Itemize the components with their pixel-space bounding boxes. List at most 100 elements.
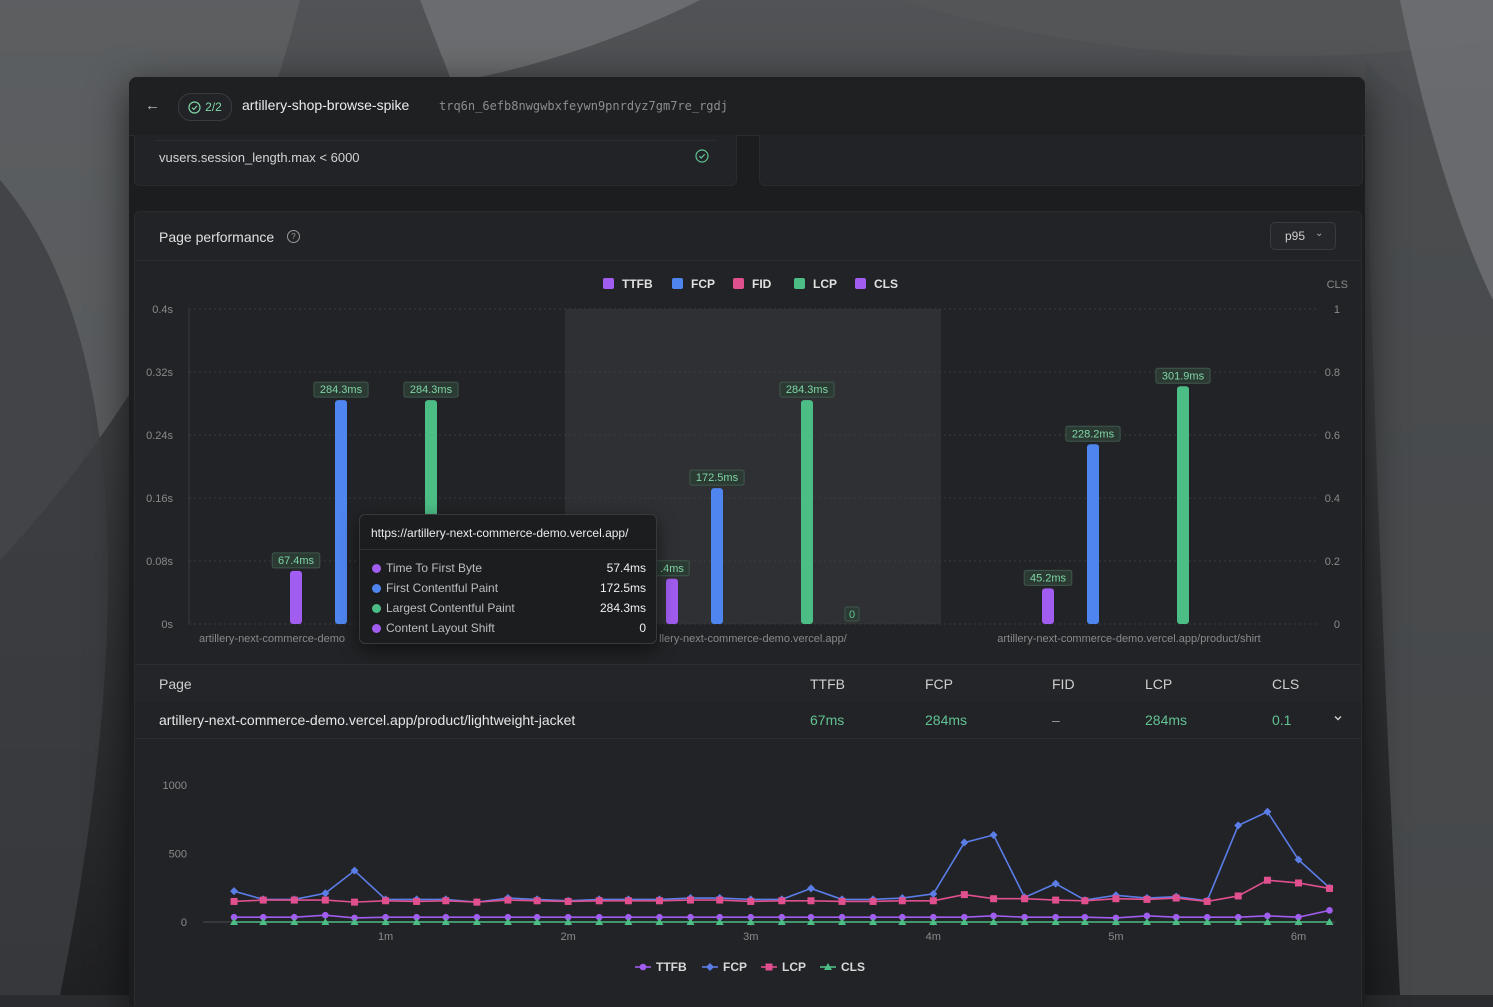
- tooltip-row: Time To First Byte 57.4ms: [371, 561, 646, 577]
- point-ttfb: [1295, 913, 1302, 921]
- data-label-box: [1023, 569, 1073, 586]
- x-tick-label: 3m: [743, 931, 758, 943]
- column-header-fcp[interactable]: FCP: [925, 676, 953, 692]
- point-cls: [290, 918, 299, 925]
- point-ttfb: [564, 913, 572, 921]
- chart-tooltip: https://artillery-next-commerce-demo.ver…: [359, 514, 657, 644]
- empty-card: [759, 135, 1363, 186]
- point-cls: [1111, 918, 1120, 925]
- point-cls: [564, 918, 573, 925]
- legend-marker: [639, 963, 647, 971]
- data-label: 45.2ms: [1030, 572, 1067, 584]
- legend-swatch: [733, 278, 744, 289]
- chevron-down-icon: ⌄: [1315, 228, 1324, 239]
- bar-ttfb: [1042, 588, 1054, 624]
- data-label: 284.3ms: [410, 384, 453, 396]
- y-tick-label: 0s: [161, 619, 173, 631]
- point-cls: [350, 918, 359, 925]
- table-row[interactable]: artillery-next-commerce-demo.vercel.app/…: [135, 702, 1361, 739]
- data-label-box: [779, 381, 835, 398]
- point-fcp: [350, 866, 359, 875]
- point-cls: [655, 918, 664, 925]
- point-cls: [746, 918, 755, 925]
- point-cls: [869, 918, 878, 925]
- column-header-page[interactable]: Page: [159, 676, 192, 692]
- point-cls: [259, 918, 268, 925]
- bar-fcp: [335, 400, 347, 624]
- point-cls: [1234, 918, 1243, 925]
- panel-header: Page performance ? p95 ⌄: [135, 212, 1361, 261]
- point-ttfb: [716, 913, 724, 921]
- point-cls: [1080, 918, 1089, 925]
- threshold-text: vusers.session_length.max < 6000: [159, 150, 360, 165]
- point-lcp: [259, 896, 267, 904]
- legend-marker: [765, 963, 773, 971]
- point-lcp: [504, 896, 512, 904]
- legend-swatch: [855, 278, 866, 289]
- run-id: trq6n_6efb8nwgwbxfeywn9pnrdyz7gm7re_rgdj: [439, 99, 728, 113]
- legend-marker: [824, 963, 832, 970]
- legend-label: LCP: [782, 960, 806, 974]
- percentile-select[interactable]: p95 ⌄: [1270, 222, 1336, 250]
- help-icon[interactable]: ?: [287, 230, 300, 243]
- y-tick-label: 0.08s: [146, 556, 173, 568]
- point-ttfb: [869, 913, 877, 921]
- point-ttfb: [1203, 913, 1211, 921]
- y-tick-label-right: 0.8: [1325, 367, 1340, 379]
- column-header-fid[interactable]: FID: [1052, 676, 1075, 692]
- row-fid: –: [1052, 712, 1060, 728]
- column-header-cls[interactable]: CLS: [1272, 676, 1300, 692]
- bar-lcp: [801, 400, 813, 624]
- point-ttfb: [1264, 912, 1271, 920]
- legend-label: CLS: [874, 277, 898, 291]
- y-tick-label: 0.32s: [146, 367, 173, 379]
- point-lcp: [898, 897, 906, 905]
- legend-swatch: [603, 278, 614, 289]
- y-tick-label: 0.24s: [146, 430, 173, 442]
- column-header-lcp[interactable]: LCP: [1145, 676, 1173, 692]
- point-ttfb: [747, 913, 755, 921]
- point-cls: [412, 918, 421, 925]
- bar-ttfb: [666, 578, 678, 624]
- point-lcp: [1081, 897, 1089, 905]
- y-tick-label-right: 0.6: [1325, 430, 1340, 442]
- point-ttfb: [898, 913, 906, 921]
- data-label-box: [844, 606, 860, 622]
- point-ttfb: [230, 913, 238, 921]
- data-label: 67.4ms: [278, 555, 315, 567]
- point-cls: [1051, 918, 1060, 925]
- point-ttfb: [259, 913, 267, 921]
- data-label-box: [403, 381, 459, 398]
- point-lcp: [838, 897, 846, 905]
- point-ttfb: [1021, 913, 1028, 921]
- y-tick-label: 0: [181, 917, 187, 929]
- point-lcp: [869, 897, 877, 905]
- point-lcp: [473, 898, 481, 906]
- legend-label: LCP: [813, 277, 837, 291]
- tooltip-value: 172.5ms: [599, 581, 646, 595]
- point-cls: [321, 918, 330, 925]
- status-badge: 2/2: [178, 93, 232, 121]
- page-performance-panel: Page performance ? p95 ⌄ TTFB FCP FID LCP CL…: [134, 211, 1362, 1007]
- point-cls: [806, 918, 815, 925]
- point-fcp: [960, 838, 969, 847]
- point-cls: [533, 918, 542, 925]
- row-lcp: 284ms: [1145, 712, 1188, 728]
- point-cls: [1020, 918, 1029, 925]
- point-fcp: [321, 889, 330, 898]
- column-header-ttfb[interactable]: TTFB: [810, 676, 845, 692]
- data-label-box: [689, 469, 745, 486]
- chevron-down-icon[interactable]: [1332, 712, 1344, 724]
- legend-label: TTFB: [622, 277, 653, 291]
- point-cls: [960, 918, 969, 925]
- series-line-fcp: [233, 810, 1331, 903]
- tooltip-label: Time To First Byte: [386, 561, 483, 575]
- legend-dot: [372, 584, 381, 593]
- data-label-box: [271, 552, 321, 569]
- data-label: 284.3ms: [320, 384, 363, 396]
- point-cls: [441, 918, 450, 925]
- back-arrow-icon[interactable]: ←: [145, 97, 160, 114]
- point-lcp: [1234, 892, 1242, 900]
- legend-label: FCP: [723, 960, 747, 974]
- y-tick-label: 0.16s: [146, 493, 173, 505]
